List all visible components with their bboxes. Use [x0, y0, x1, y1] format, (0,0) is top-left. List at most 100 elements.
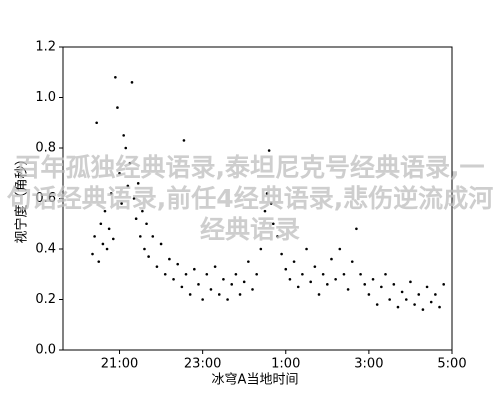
data-point [134, 217, 138, 220]
data-point [107, 227, 111, 231]
data-point [371, 278, 375, 281]
data-point [350, 260, 354, 263]
data-point [251, 288, 254, 291]
data-point [284, 267, 288, 271]
data-point [230, 283, 234, 286]
data-point [111, 237, 115, 241]
data-point [367, 293, 371, 296]
data-point [141, 209, 144, 213]
data-point [103, 209, 107, 213]
data-point [421, 308, 425, 311]
data-point [321, 272, 325, 276]
y-tick-label: 0.6 [35, 191, 56, 206]
data-point [280, 252, 283, 256]
data-point [259, 247, 263, 251]
data-point [409, 280, 412, 284]
data-point [124, 146, 128, 150]
x-tick-label: 23:00 [184, 357, 221, 372]
data-point [209, 288, 213, 291]
data-point [147, 255, 150, 258]
y-tick-label: 0.8 [35, 141, 56, 156]
data-point [269, 202, 273, 205]
data-point [338, 247, 342, 251]
data-point [242, 280, 246, 284]
data-point [184, 272, 188, 276]
data-point [193, 267, 196, 271]
data-point [305, 247, 308, 251]
data-point [155, 265, 159, 268]
data-point [434, 293, 437, 296]
data-point [122, 134, 125, 137]
data-point [91, 252, 94, 256]
data-point [288, 278, 292, 281]
data-point [168, 257, 171, 261]
data-point [139, 235, 142, 238]
data-point [301, 272, 304, 276]
data-point [180, 285, 184, 289]
data-point [120, 202, 123, 205]
data-point [97, 260, 101, 263]
plot-frame [62, 46, 453, 351]
data-point [95, 121, 98, 125]
data-point [116, 106, 119, 109]
data-point [404, 298, 408, 301]
data-point [396, 305, 400, 309]
data-point [222, 278, 225, 281]
data-point [101, 242, 105, 246]
y-axis-label: 视宁度（角秒） [14, 152, 30, 243]
x-axis-label: 冰穹A当地时间 [212, 372, 299, 388]
y-tick-label: 0.4 [35, 242, 56, 257]
data-point [388, 298, 391, 301]
data-point [309, 280, 312, 284]
data-point [213, 265, 217, 268]
data-point [296, 285, 300, 289]
data-point [226, 298, 229, 301]
data-point [234, 272, 238, 276]
data-point [326, 283, 329, 286]
data-point [429, 300, 433, 304]
data-point [130, 81, 134, 84]
data-point [136, 182, 140, 185]
data-point [334, 278, 337, 281]
data-point [346, 288, 350, 291]
y-tick-label: 1.0 [35, 90, 56, 105]
data-point [188, 293, 192, 296]
x-tick-label: 21:00 [101, 357, 138, 372]
data-point [109, 192, 113, 195]
data-point [276, 235, 279, 238]
data-point [145, 222, 148, 226]
data-point [317, 293, 321, 296]
y-tick-label: 0.0 [35, 343, 56, 358]
data-point [392, 283, 396, 286]
data-point [375, 303, 379, 306]
data-point [292, 260, 296, 263]
x-tick-label: 5:00 [437, 357, 466, 372]
data-point [159, 242, 163, 246]
data-point [438, 305, 441, 309]
x-tick-label: 3:00 [354, 357, 383, 372]
data-point [417, 293, 421, 296]
data-point [247, 260, 250, 263]
data-point [93, 235, 96, 238]
data-point [217, 293, 221, 296]
data-point [359, 272, 362, 276]
data-point [132, 197, 136, 200]
data-point [342, 272, 346, 276]
data-point [263, 209, 267, 213]
data-point [176, 262, 180, 266]
data-point [205, 272, 209, 276]
data-point [355, 227, 358, 231]
data-point [105, 247, 109, 251]
data-point [143, 247, 146, 251]
data-point [197, 283, 200, 286]
data-point [313, 265, 317, 268]
data-point [114, 76, 117, 79]
data-point [330, 257, 333, 261]
data-point [363, 283, 367, 286]
data-point [255, 272, 258, 276]
data-point [128, 161, 132, 165]
data-point [442, 283, 445, 286]
data-point [126, 184, 130, 188]
data-point [118, 171, 121, 175]
